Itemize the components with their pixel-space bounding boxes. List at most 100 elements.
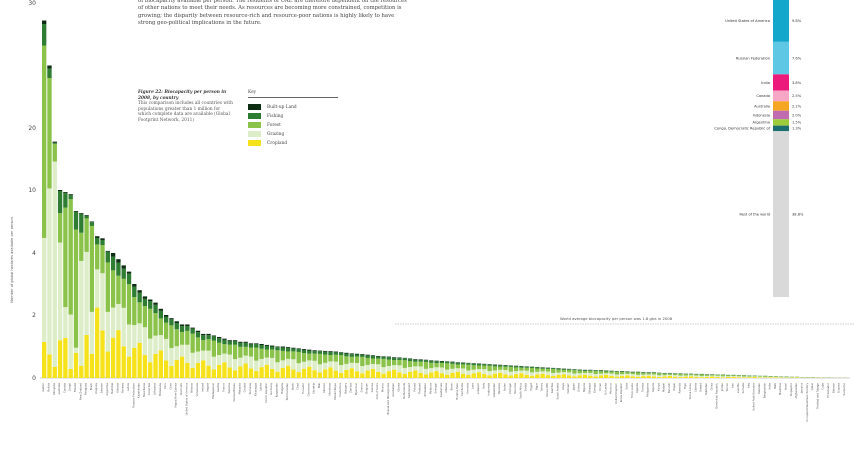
bar-segment bbox=[111, 257, 115, 271]
bar-segment bbox=[477, 369, 481, 372]
x-tick-label: Chad bbox=[296, 383, 300, 390]
bar-segment bbox=[371, 359, 375, 364]
x-tick-label: Turkey bbox=[540, 383, 544, 392]
bar-segment bbox=[381, 374, 385, 378]
bar-segment bbox=[249, 343, 253, 344]
bar-segment bbox=[233, 370, 237, 378]
bar-segment bbox=[318, 351, 322, 354]
x-tick-label: Jordan bbox=[720, 383, 724, 393]
bar-segment bbox=[344, 353, 348, 354]
x-tick-label: Benin bbox=[449, 383, 453, 391]
bar-segment bbox=[217, 337, 221, 338]
bar-segment bbox=[42, 238, 46, 342]
bar-segment bbox=[572, 369, 576, 370]
bar-segment bbox=[190, 328, 194, 329]
caption-body: This comparison includes all countries w… bbox=[138, 101, 233, 123]
bar-segment bbox=[270, 349, 274, 357]
bar-segment bbox=[69, 199, 73, 314]
bar-segment bbox=[519, 373, 523, 378]
bar-segment bbox=[249, 368, 253, 378]
bar-segment bbox=[307, 350, 311, 351]
bar-segment bbox=[429, 361, 433, 363]
bar-segment bbox=[291, 348, 295, 349]
bar-segment bbox=[297, 372, 301, 378]
x-tick-label: Cameroon bbox=[306, 383, 310, 397]
bar-segment bbox=[413, 370, 417, 378]
bar-segment bbox=[132, 284, 136, 287]
bar-segment bbox=[742, 377, 746, 378]
bar-segment bbox=[318, 364, 322, 372]
bar-segment bbox=[525, 367, 529, 368]
bar-segment bbox=[514, 367, 518, 371]
bar-segment bbox=[169, 366, 173, 378]
bar-segment bbox=[228, 340, 232, 341]
x-tick-label: Cote d'Ivoire bbox=[375, 383, 379, 400]
bar-segment bbox=[153, 305, 157, 313]
bar-segment bbox=[254, 343, 258, 344]
x-tick-label: Honduras bbox=[328, 382, 332, 395]
bar-segment bbox=[678, 377, 682, 378]
x-tick-label: Trinidad and Tobago bbox=[815, 383, 819, 409]
bar-segment bbox=[79, 366, 83, 378]
bar-segment bbox=[312, 354, 316, 361]
legend-title: Key bbox=[248, 90, 338, 98]
bar-segment bbox=[222, 344, 226, 353]
bar-segment bbox=[530, 376, 534, 378]
bar-segment bbox=[403, 360, 407, 368]
x-tick-label: Nigeria bbox=[582, 383, 586, 393]
bar-segment bbox=[318, 373, 322, 378]
bar-segment bbox=[514, 374, 518, 378]
side-bar-label: United States of America bbox=[725, 19, 770, 23]
bar-segment bbox=[493, 374, 497, 378]
bar-segment bbox=[90, 222, 94, 226]
bar-segment bbox=[259, 344, 263, 345]
x-tick-label: Sri Lanka bbox=[603, 383, 607, 395]
bar-segment bbox=[275, 347, 279, 350]
bar-segment bbox=[212, 370, 216, 379]
bar-segment bbox=[466, 363, 470, 365]
bar-segment bbox=[175, 321, 179, 323]
bar-segment bbox=[47, 78, 51, 188]
bar-segment bbox=[169, 318, 173, 319]
bar-segment bbox=[397, 365, 401, 372]
bar-segment bbox=[42, 24, 46, 45]
bar-segment bbox=[615, 372, 619, 375]
bar-segment bbox=[487, 375, 491, 378]
bar-segment bbox=[662, 373, 666, 374]
bar-segment bbox=[477, 364, 481, 366]
bar-segment bbox=[657, 377, 661, 378]
bar-segment bbox=[323, 355, 327, 363]
bars bbox=[42, 21, 847, 379]
x-tick-label: Japan bbox=[571, 383, 575, 392]
bar-segment bbox=[694, 374, 698, 375]
legend-item-forest: Forest bbox=[248, 121, 338, 130]
x-tick-label: Ecuador bbox=[301, 382, 305, 394]
bar-segment bbox=[79, 213, 83, 214]
x-tick-label: Egypt bbox=[529, 383, 533, 390]
side-bar-segment bbox=[773, 126, 789, 132]
bar-segment bbox=[42, 342, 46, 378]
bar-segment bbox=[323, 351, 327, 352]
bar-segment bbox=[758, 377, 762, 378]
x-tick-label: Sweden bbox=[100, 383, 104, 394]
y-tick-label: 0 bbox=[32, 375, 36, 382]
legend-item-cropland: Cropland bbox=[248, 139, 338, 148]
x-tick-label: Vietnam bbox=[566, 383, 570, 394]
bar-segment bbox=[578, 373, 582, 375]
bar-segment bbox=[461, 363, 465, 364]
x-tick-label: Dominican Republic bbox=[715, 382, 719, 408]
bar-segment bbox=[525, 371, 529, 375]
x-tick-label: Israel bbox=[784, 383, 788, 390]
x-tick-label: Saudi Arabia bbox=[556, 383, 560, 400]
bar-segment bbox=[509, 367, 513, 372]
x-tick-label: South Africa bbox=[518, 383, 522, 399]
bar-segment bbox=[440, 362, 444, 364]
bar-segment bbox=[641, 372, 645, 373]
bar-segment bbox=[259, 359, 263, 367]
bar-segment bbox=[652, 373, 656, 374]
bar-segment bbox=[63, 338, 67, 378]
bar-segment bbox=[694, 377, 698, 378]
x-tick-label: Switzerland bbox=[407, 383, 411, 398]
bar-segment bbox=[244, 343, 248, 347]
x-tick-label: Morocco bbox=[609, 383, 613, 394]
